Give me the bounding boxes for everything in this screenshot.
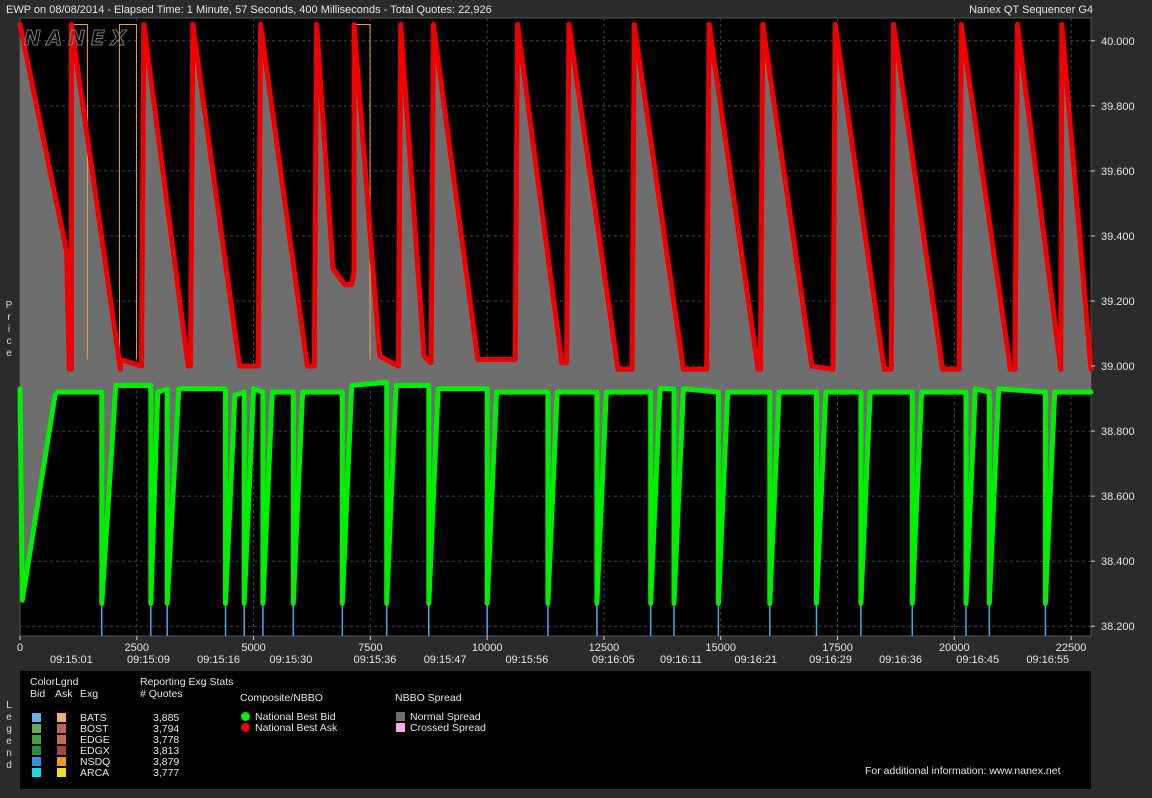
ask-column-header: Ask (55, 688, 73, 700)
ask-color-swatch (57, 746, 66, 755)
footer-info-text: For additional information: www.nanex.ne… (865, 765, 1061, 777)
time-label: 09:16:36 (879, 654, 922, 666)
time-label: 09:15:47 (424, 654, 467, 666)
ask-color-swatch (57, 724, 66, 733)
national-best-ask-label: National Best Ask (255, 722, 338, 734)
ask-color-swatch (57, 735, 66, 744)
chart-header-left: EWP on 08/08/2014 - Elapsed Time: 1 Minu… (6, 4, 492, 16)
time-label: 09:16:45 (956, 654, 999, 666)
bid-color-swatch (32, 724, 41, 733)
bid-color-swatch (32, 757, 41, 766)
y-tick-label: 38.200 (1101, 621, 1135, 633)
y-tick-label: 39.600 (1101, 166, 1135, 178)
color-legend-title: ColorLgnd (30, 676, 79, 688)
ask-color-swatch (57, 757, 66, 766)
nanex-watermark: NANEX (24, 26, 132, 50)
ask-color-swatch (57, 713, 66, 722)
time-label: 09:15:01 (50, 654, 93, 666)
x-tick-label: 2500 (125, 642, 149, 654)
ask-quote-line (118, 24, 137, 370)
y-tick-label: 38.400 (1101, 556, 1135, 568)
exchange-quote-count: 3,885 (153, 712, 180, 724)
exchange-quote-count: 3,778 (153, 734, 180, 746)
x-tick-label: 20000 (939, 642, 970, 654)
nbbo-series (17, 22, 1094, 606)
exchange-quote-count: 3,794 (153, 723, 180, 735)
composite-title: Composite/NBBO (240, 692, 323, 704)
exg-stats-title: Reporting Exg Stats (140, 676, 234, 688)
chart-header-right: Nanex QT Sequencer G4 (969, 4, 1093, 16)
exchange-name: NSDQ (80, 756, 111, 768)
x-tick-label: 12500 (589, 642, 620, 654)
normal-spread-swatch (396, 712, 405, 721)
x-tick-label: 7500 (358, 642, 382, 654)
exchange-quote-count: 3,879 (153, 756, 180, 768)
crossed-spread-swatch (396, 723, 405, 732)
y-tick-label: 39.800 (1101, 101, 1135, 113)
normal-spread-label: Normal Spread (410, 711, 481, 723)
x-tick-label: 22500 (1056, 642, 1087, 654)
x-tick-label: 10000 (472, 642, 503, 654)
nbbo-spread-title: NBBO Spread (395, 692, 462, 704)
bid-color-swatch (32, 735, 41, 744)
time-label: 09:15:16 (197, 654, 240, 666)
exchange-name: BOST (80, 723, 109, 735)
time-label: 09:16:55 (1026, 654, 1069, 666)
time-label: 09:15:30 (270, 654, 313, 666)
exchange-name: EDGX (80, 745, 110, 757)
price-axis-label: P r i c e (5, 300, 13, 359)
time-label: 09:15:56 (505, 654, 548, 666)
x-tick-label: 5000 (241, 642, 265, 654)
legend-panel: ColorLgnd Bid Ask Exg Reporting Exg Stat… (20, 671, 1091, 789)
exchange-name: EDGE (80, 734, 110, 746)
price-chart: NANEX 38.200 38.400 38.600 38.800 39.000 39.2… (17, 17, 1135, 666)
y-axis: 38.200 38.400 38.600 38.800 39.000 39.200 39.4… (1091, 36, 1135, 633)
exchange-name: BATS (80, 712, 107, 724)
time-label: 09:16:11 (660, 654, 702, 666)
exchange-name: ARCA (80, 767, 110, 779)
ask-color-swatch (57, 768, 66, 777)
exchange-quote-count: 3,813 (153, 745, 180, 757)
bid-color-swatch (32, 768, 41, 777)
national-best-bid-marker (241, 712, 250, 721)
bid-color-swatch (32, 746, 41, 755)
y-tick-label: 38.600 (1101, 491, 1135, 503)
time-label: 09:15:36 (354, 654, 397, 666)
time-label: 09:15:09 (127, 654, 170, 666)
x-tick-label: 15000 (705, 642, 736, 654)
y-tick-label: 40.000 (1101, 36, 1135, 48)
y-tick-label: 39.200 (1101, 296, 1135, 308)
x-tick-label: 0 (17, 642, 23, 654)
crossed-spread-label: Crossed Spread (410, 722, 486, 734)
national-best-bid-label: National Best Bid (255, 711, 336, 723)
bid-color-swatch (32, 713, 41, 722)
bid-column-header: Bid (30, 688, 46, 700)
time-label: 09:16:29 (809, 654, 852, 666)
national-best-ask-line (17, 22, 1094, 372)
y-tick-label: 39.400 (1101, 231, 1135, 243)
y-tick-label: 39.000 (1101, 361, 1135, 373)
quotes-column-header: # Quotes (140, 688, 183, 700)
x-tick-label: 17500 (822, 642, 853, 654)
y-tick-label: 38.800 (1101, 426, 1135, 438)
national-best-ask-marker (241, 723, 250, 732)
national-best-bid-line (17, 379, 1094, 606)
x-axis: 0 2500 5000 7500 10000 12500 15000 17500 20000 22… (17, 636, 1086, 666)
exg-column-header: Exg (80, 688, 99, 700)
legend-side-label: L e g e n d (6, 700, 12, 771)
time-label: 09:16:05 (592, 654, 635, 666)
exchange-quote-count: 3,777 (153, 767, 180, 779)
time-label: 09:16:21 (734, 654, 777, 666)
